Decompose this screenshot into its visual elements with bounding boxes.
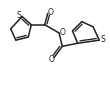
Text: S: S (100, 35, 105, 44)
Text: S: S (16, 11, 21, 20)
Text: O: O (47, 8, 53, 17)
Text: O: O (49, 55, 54, 64)
Text: O: O (59, 28, 65, 37)
